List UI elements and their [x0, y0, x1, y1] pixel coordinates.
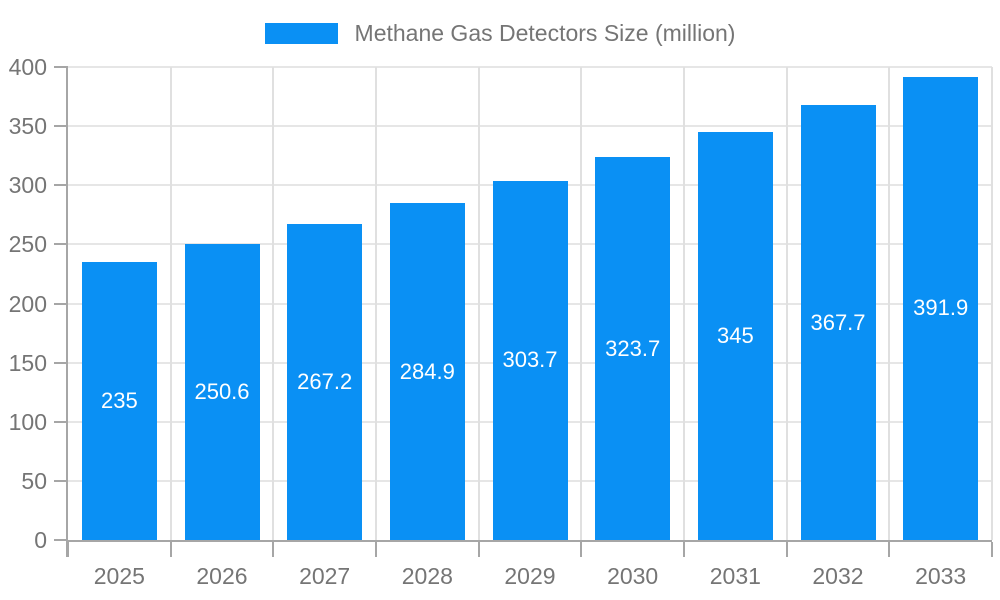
y-gridline: [68, 125, 992, 128]
bar-value-label: 284.9: [399, 358, 455, 384]
x-axis-label: 2030: [607, 563, 659, 589]
bar-value-label: 323.7: [605, 335, 661, 361]
bar[interactable]: 391.9: [903, 76, 979, 540]
x-tick: [67, 542, 69, 557]
bar[interactable]: 250.6: [184, 243, 260, 540]
y-tick-label: 0: [34, 527, 47, 553]
x-gridline: [272, 67, 275, 540]
bar-value-label: 345: [716, 323, 754, 348]
bar[interactable]: 345: [697, 132, 773, 540]
x-axis-label: 2032: [812, 563, 864, 589]
y-tick: [54, 66, 68, 68]
x-gridline: [477, 67, 480, 540]
y-tick: [54, 302, 68, 305]
bar[interactable]: 267.2: [287, 224, 363, 540]
bar[interactable]: 284.9: [389, 203, 465, 540]
chart-legend[interactable]: Methane Gas Detectors Size (million): [0, 20, 1000, 47]
y-tick: [54, 479, 68, 482]
x-tick: [477, 542, 480, 557]
x-axis-label: 2028: [401, 563, 453, 589]
legend-swatch: [264, 23, 338, 44]
y-tick: [54, 420, 68, 423]
x-axis-label: 2026: [196, 563, 248, 589]
bar-value-label: 391.9: [913, 295, 969, 321]
bar[interactable]: 323.7: [595, 157, 671, 540]
bar[interactable]: 303.7: [492, 180, 568, 540]
bar-value-label: 367.7: [810, 309, 866, 335]
x-axis-label: 2029: [504, 563, 556, 589]
y-tick-label: 50: [21, 467, 47, 494]
x-gridline: [375, 67, 377, 540]
x-axis-label: 2033: [915, 563, 967, 589]
y-tick: [54, 184, 68, 187]
bar-value-label: 250.6: [194, 378, 250, 404]
y-tick-label: 300: [8, 172, 47, 199]
x-tick: [785, 542, 788, 557]
x-gridline: [580, 67, 583, 540]
bar[interactable]: 367.7: [800, 105, 876, 540]
x-tick: [272, 542, 275, 557]
y-tick-label: 350: [8, 113, 47, 140]
x-tick: [375, 542, 377, 557]
y-tick: [54, 539, 68, 541]
x-gridline: [991, 67, 993, 540]
y-gridline: [68, 66, 992, 68]
x-tick: [683, 542, 685, 557]
x-gridline: [683, 67, 685, 540]
bar[interactable]: 235: [81, 262, 157, 540]
x-axis-label: 2031: [709, 563, 761, 589]
bar-value-label: 303.7: [502, 347, 558, 373]
y-tick-label: 100: [8, 408, 47, 435]
y-tick: [54, 243, 68, 246]
bar-value-label: 267.2: [297, 369, 353, 394]
x-tick: [169, 542, 172, 557]
bar-value-label: 235: [100, 388, 138, 414]
y-tick: [54, 361, 68, 364]
legend-label: Methane Gas Detectors Size (million): [354, 20, 736, 46]
y-tick: [54, 125, 68, 128]
x-axis-label: 2025: [93, 563, 145, 589]
x-gridline: [169, 67, 172, 540]
x-axis-label: 2027: [299, 563, 351, 589]
y-tick-label: 250: [8, 231, 47, 258]
x-gridline: [888, 67, 891, 540]
x-axis-line: [66, 540, 992, 542]
x-gridline: [785, 67, 788, 540]
y-tick-label: 200: [8, 290, 47, 317]
y-tick-label: 400: [8, 54, 47, 80]
x-tick: [580, 542, 583, 557]
y-axis-line: [66, 67, 68, 557]
y-tick-label: 150: [8, 349, 47, 376]
x-tick: [888, 542, 891, 557]
x-tick: [991, 542, 993, 557]
